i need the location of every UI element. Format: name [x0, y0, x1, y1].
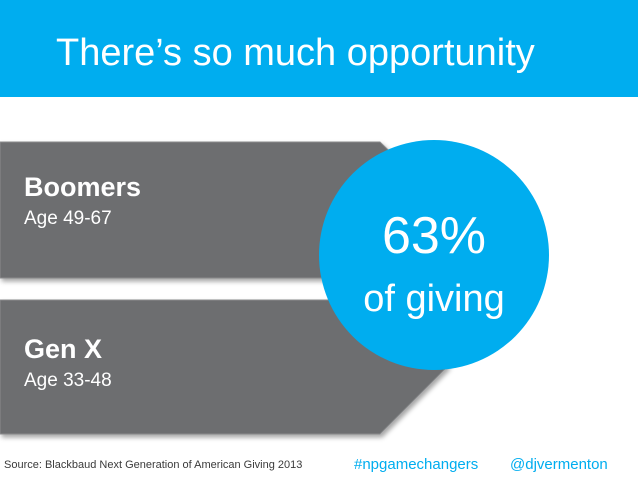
boomers-label: Boomers	[24, 172, 142, 202]
stat-value: 63%	[381, 207, 487, 265]
stat-label: of giving	[363, 278, 505, 320]
source-citation: Source: Blackbaud Next Generation of Ame…	[4, 459, 303, 471]
genx-label: Gen X	[24, 334, 103, 364]
stat-circle: 63% of giving	[319, 140, 549, 370]
slide-title: There’s so much opportunity	[56, 32, 535, 74]
boomers-age: Age 49-67	[24, 208, 112, 229]
twitter-handle: @djvermenton	[510, 456, 608, 473]
hashtag: #npgamechangers	[354, 456, 479, 473]
genx-arrow	[0, 299, 449, 435]
genx-age: Age 33-48	[24, 370, 112, 391]
header-band	[0, 0, 638, 97]
